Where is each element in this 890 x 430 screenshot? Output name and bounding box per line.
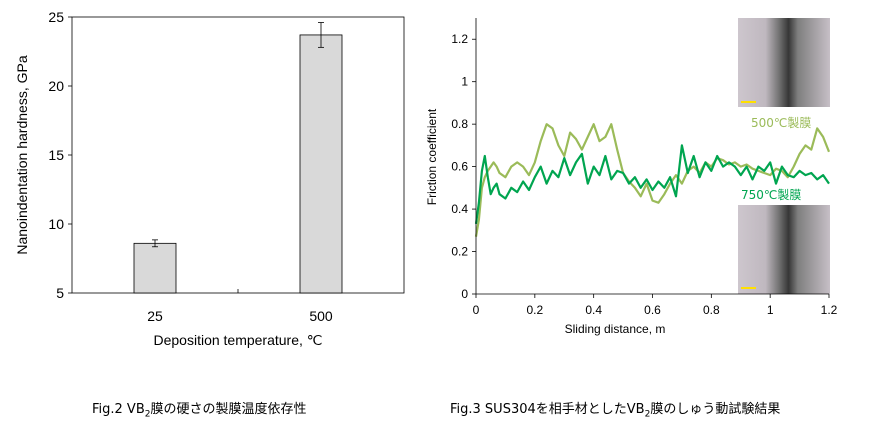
bar-category-label: 25 xyxy=(147,308,163,324)
fig3-caption-subscript: 2 xyxy=(644,409,651,420)
line-y-tick-label: 0.2 xyxy=(451,245,468,259)
bar-25 xyxy=(133,242,177,294)
inset-micrograph-500 xyxy=(738,18,830,107)
bar-y-tick-label: 15 xyxy=(48,147,64,163)
bar-x-axis-label: Deposition temperature, ℃ xyxy=(153,332,322,348)
series-label-750: 750℃製膜 xyxy=(741,188,801,202)
line-x-tick-label: 1 xyxy=(767,303,774,317)
line-x-tick-label: 0.2 xyxy=(526,303,543,317)
bar-y-axis-label: Nanoindentation hardness, GPa xyxy=(14,55,30,254)
hardness-bar-chart: 5 10 15 20 25 25 500 Nanoindentation hardness… xyxy=(14,9,405,348)
bar-plot-area xyxy=(71,16,405,294)
line-y-tick-label: 0.8 xyxy=(451,117,468,131)
series-line-500 xyxy=(474,123,831,237)
inset-micrograph-750 xyxy=(738,205,830,294)
figure-3-caption: Fig.3 SUS304を相手材としたVB2膜のしゅう動試験結果 xyxy=(450,398,780,420)
line-x-tick-label: 0.8 xyxy=(703,303,720,317)
line-y-tick-label: 0.4 xyxy=(451,202,468,216)
bar-y-tick-label: 25 xyxy=(48,9,64,25)
line-y-tick-label: 1.2 xyxy=(451,32,468,46)
line-x-tick-label: 0 xyxy=(473,303,480,317)
bar-y-tick-label: 20 xyxy=(48,78,64,94)
fig2-caption-suffix: 膜の硬さの製膜温度依存性 xyxy=(150,402,307,417)
figure-2-caption: Fig.2 VB2膜の硬さの製膜温度依存性 xyxy=(92,398,307,420)
fig3-caption-suffix: 膜のしゅう動試験結果 xyxy=(650,402,781,417)
fig3-caption-prefix: Fig.3 SUS304を相手材としたVB xyxy=(450,402,645,417)
bar-500 xyxy=(299,34,343,294)
friction-line-chart: 0 0.2 0.4 0.6 0.8 1 1.2 0 0.2 0.4 0.6 0.8 1 1.2 500℃製… xyxy=(425,18,838,336)
line-x-tick-label: 1.2 xyxy=(821,303,838,317)
line-y-tick-label: 0.6 xyxy=(451,160,468,174)
inset-scale-bar-750 xyxy=(741,287,756,289)
bar-y-tick-label: 10 xyxy=(48,216,64,232)
line-x-tick-label: 0.6 xyxy=(644,303,661,317)
line-y-tick-label: 1 xyxy=(461,75,468,89)
inset-scale-bar-500 xyxy=(741,101,756,103)
line-y-tick-label: 0 xyxy=(461,287,468,301)
fig2-caption-subscript: 2 xyxy=(144,409,151,420)
series-line-750 xyxy=(474,144,830,225)
fig2-caption-prefix: Fig.2 VB xyxy=(92,402,145,417)
series-label-500: 500℃製膜 xyxy=(751,116,811,130)
line-y-axis-label: Friction coefficient xyxy=(425,108,439,205)
bar-category-label: 500 xyxy=(309,308,333,324)
bar-y-tick-label: 5 xyxy=(56,285,64,301)
line-x-tick-label: 0.4 xyxy=(585,303,602,317)
line-x-axis-label: Sliding distance, m xyxy=(565,322,666,336)
